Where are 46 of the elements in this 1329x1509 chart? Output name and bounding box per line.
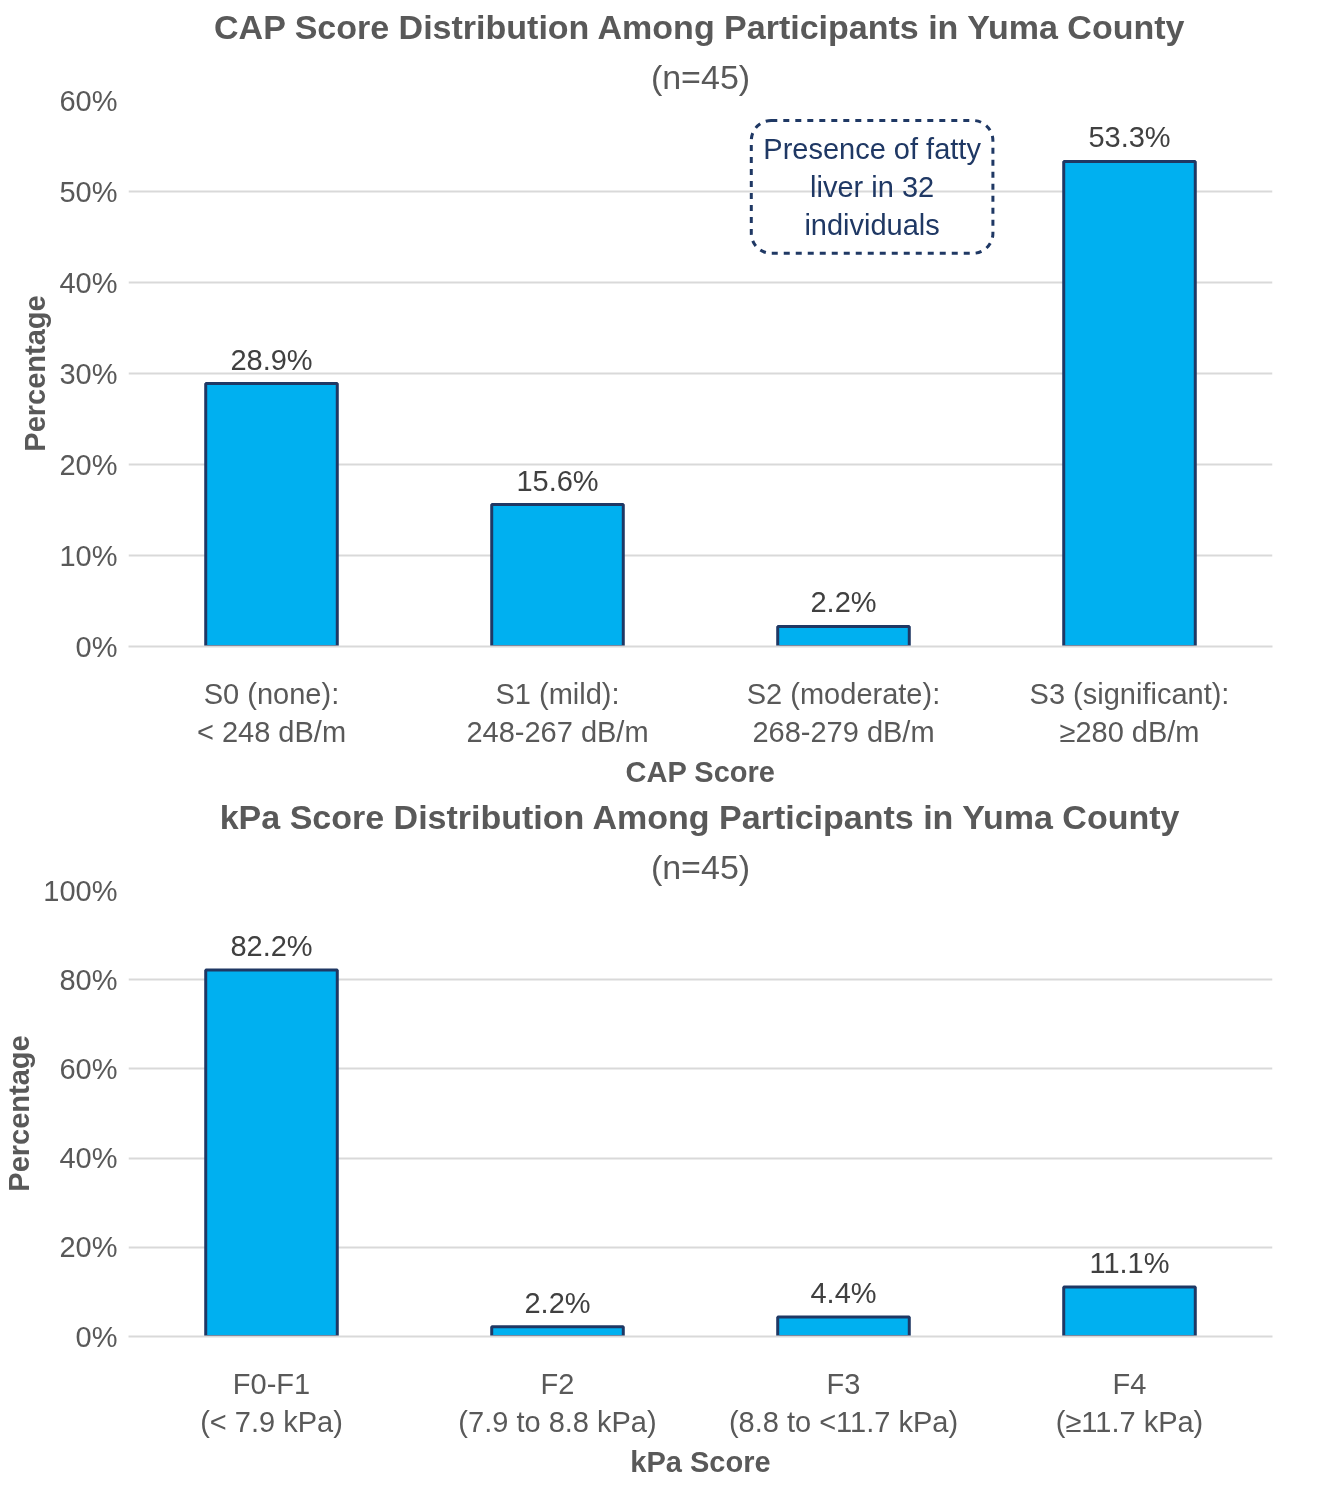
y-tick-label: 20% — [59, 1231, 118, 1264]
bar — [204, 382, 339, 647]
y-tick-label: 60% — [59, 84, 118, 117]
x-tick-label: F2 (7.9 to 8.8 kPa) — [458, 1367, 657, 1438]
y-tick-label: 30% — [59, 357, 118, 390]
x-tick-label: S1 (mild): 248-267 dB/m — [466, 677, 649, 748]
data-label: 4.4% — [810, 1276, 877, 1309]
data-label: 2.2% — [810, 586, 877, 619]
data-label: 15.6% — [516, 464, 599, 497]
y-tick-label: 0% — [75, 630, 118, 663]
y-tick-label: 80% — [59, 963, 118, 996]
chart-subtitle: (n=45) — [650, 847, 751, 886]
y-tick-label: 40% — [59, 1142, 118, 1175]
x-axis-title: CAP Score — [625, 755, 775, 788]
y-tick-label: 100% — [43, 874, 118, 907]
x-tick-label: F3 (8.8 to <11.7 kPa) — [728, 1367, 959, 1438]
bar — [490, 1325, 625, 1337]
bar — [204, 968, 339, 1337]
bar — [1062, 159, 1197, 647]
data-label: 11.1% — [1089, 1246, 1170, 1279]
data-label: 2.2% — [524, 1286, 591, 1319]
bar — [490, 503, 625, 647]
chart-subtitle: (n=45) — [650, 57, 751, 96]
bar — [776, 624, 911, 647]
y-axis-title: Percentage — [19, 295, 52, 452]
data-label: 28.9% — [230, 343, 313, 376]
chart-title: CAP Score Distribution Among Participants in Yuma County — [214, 7, 1185, 46]
chart-title: kPa Score Distribution Among Participants in Yuma County — [219, 797, 1180, 836]
y-tick-label: 0% — [75, 1320, 118, 1353]
x-tick-label: F4 (≥11.7 kPa) — [1055, 1367, 1204, 1438]
bar — [776, 1315, 911, 1337]
y-tick-label: 40% — [59, 266, 118, 299]
x-tick-label: S0 (none): < 248 dB/m — [196, 677, 347, 748]
y-tick-label: 50% — [59, 175, 118, 208]
y-tick-label: 10% — [59, 539, 118, 572]
y-axis-title: Percentage — [3, 1035, 36, 1192]
bar — [1062, 1285, 1197, 1337]
x-tick-label: S3 (significant): ≥280 dB/m — [1029, 677, 1230, 748]
y-tick-label: 20% — [59, 448, 118, 481]
x-axis-title: kPa Score — [630, 1445, 771, 1478]
data-label: 82.2% — [230, 929, 313, 962]
data-label: 53.3% — [1088, 121, 1171, 154]
x-tick-label: S2 (moderate): 268-279 dB/m — [746, 677, 941, 748]
annotation: Presence of fatty liver in 32 individuals — [763, 132, 982, 242]
y-tick-label: 60% — [59, 1052, 118, 1085]
x-tick-label: F0-F1 (< 7.9 kPa) — [200, 1367, 343, 1438]
